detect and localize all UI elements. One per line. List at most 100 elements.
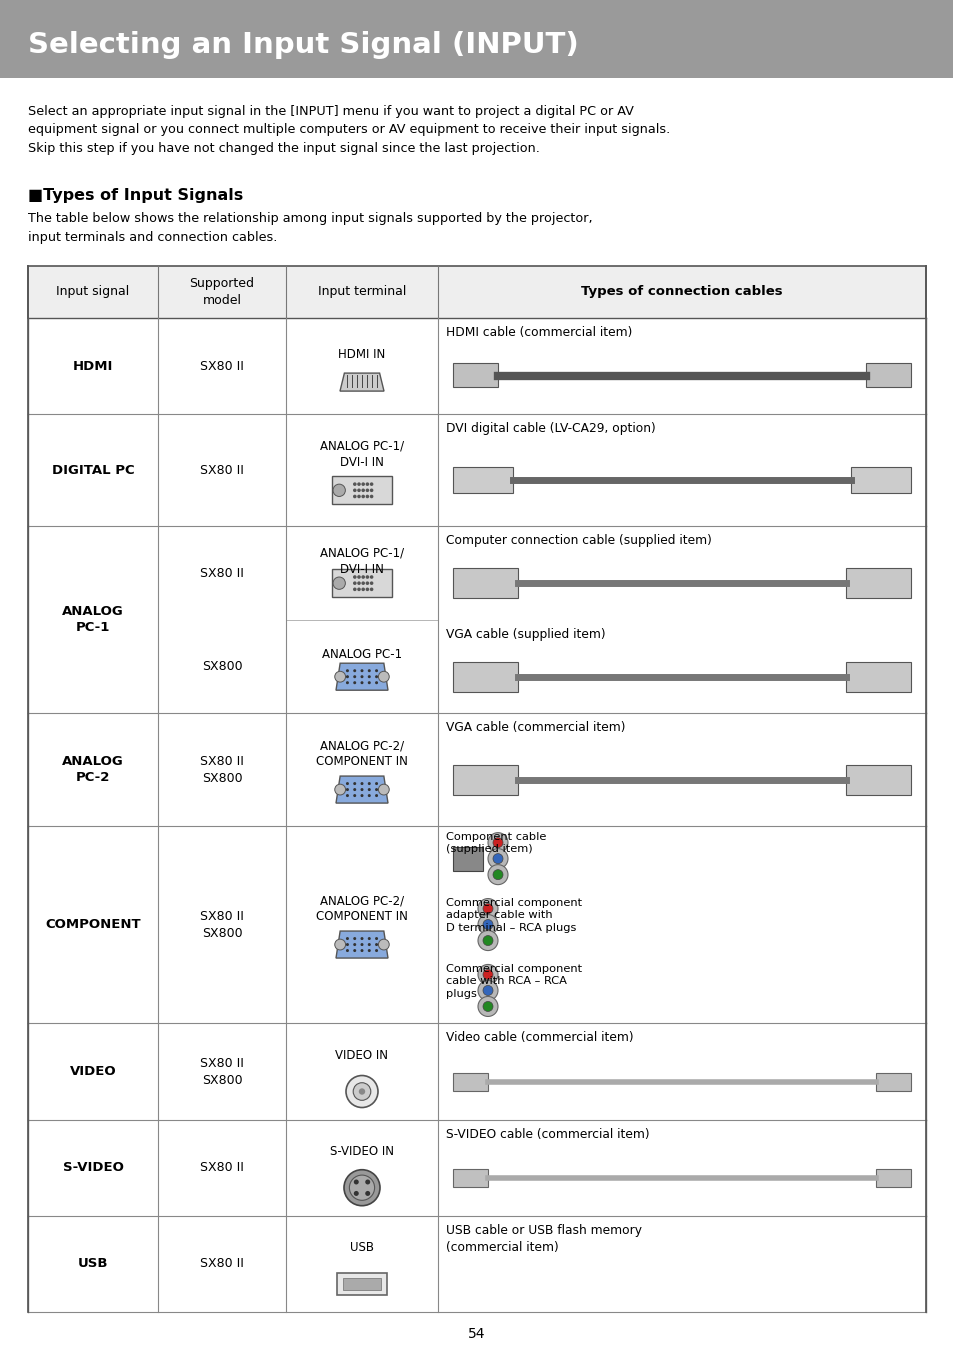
Circle shape [360, 937, 363, 940]
Bar [28, 526, 925, 714]
Circle shape [365, 495, 369, 499]
Circle shape [360, 949, 363, 952]
Circle shape [375, 675, 377, 679]
Text: SX80 II: SX80 II [200, 1161, 244, 1174]
Circle shape [333, 484, 345, 496]
Circle shape [368, 675, 371, 679]
Bar [850, 468, 910, 493]
Circle shape [482, 936, 493, 945]
Circle shape [346, 681, 349, 684]
Text: ANALOG PC-1: ANALOG PC-1 [321, 648, 401, 661]
Circle shape [356, 575, 360, 579]
Bar [343, 1278, 380, 1290]
Circle shape [353, 949, 355, 952]
Circle shape [368, 937, 371, 940]
Text: HDMI IN: HDMI IN [338, 347, 385, 361]
Circle shape [353, 681, 355, 684]
Text: DIGITAL PC: DIGITAL PC [51, 464, 134, 477]
Bar [453, 846, 482, 871]
Circle shape [335, 672, 345, 683]
Circle shape [477, 899, 497, 918]
Bar [453, 1168, 488, 1187]
Circle shape [365, 488, 369, 492]
Circle shape [365, 588, 369, 591]
Circle shape [375, 681, 377, 684]
Bar [453, 765, 517, 795]
Bar [875, 1072, 910, 1091]
Circle shape [361, 488, 365, 492]
Text: SX80 II: SX80 II [200, 1257, 244, 1271]
Text: Computer connection cable (supplied item): Computer connection cable (supplied item… [446, 534, 711, 548]
Circle shape [360, 669, 363, 672]
Circle shape [361, 581, 365, 585]
Circle shape [368, 794, 371, 798]
Circle shape [477, 996, 497, 1017]
Circle shape [368, 781, 371, 786]
Polygon shape [335, 932, 388, 959]
Circle shape [360, 788, 363, 791]
Text: Input terminal: Input terminal [317, 285, 406, 299]
Bar [28, 266, 925, 318]
Circle shape [353, 944, 355, 946]
Circle shape [361, 588, 365, 591]
Polygon shape [339, 373, 384, 391]
Circle shape [356, 588, 360, 591]
Bar [453, 468, 513, 493]
Circle shape [356, 483, 360, 485]
Circle shape [360, 781, 363, 786]
Circle shape [365, 575, 369, 579]
Text: SX80 II
SX800: SX80 II SX800 [200, 754, 244, 784]
Circle shape [375, 949, 377, 952]
Text: COMPONENT: COMPONENT [45, 918, 141, 932]
Text: Commercial component
adapter cable with
D terminal – RCA plugs: Commercial component adapter cable with … [446, 898, 581, 933]
Circle shape [378, 672, 389, 683]
Bar [453, 364, 497, 387]
Circle shape [368, 788, 371, 791]
Circle shape [353, 1083, 371, 1101]
Circle shape [346, 794, 349, 798]
Circle shape [370, 588, 373, 591]
Bar [0, 0, 953, 78]
Text: S-VIDEO cable (commercial item): S-VIDEO cable (commercial item) [446, 1128, 649, 1141]
Circle shape [356, 581, 360, 585]
Text: VIDEO: VIDEO [70, 1065, 116, 1078]
Bar [453, 568, 517, 598]
Circle shape [378, 940, 389, 950]
Circle shape [477, 964, 497, 984]
Text: ANALOG PC-1/
DVI-I IN: ANALOG PC-1/ DVI-I IN [319, 439, 404, 469]
Circle shape [375, 794, 377, 798]
Bar [845, 661, 910, 692]
Circle shape [360, 681, 363, 684]
Circle shape [353, 794, 355, 798]
Text: Selecting an Input Signal (INPUT): Selecting an Input Signal (INPUT) [28, 31, 578, 59]
Circle shape [361, 483, 365, 485]
Text: SX80 II: SX80 II [200, 566, 244, 580]
Circle shape [346, 944, 349, 946]
Bar [28, 1119, 925, 1215]
Text: VGA cable (supplied item): VGA cable (supplied item) [446, 627, 605, 641]
Text: USB cable or USB flash memory
(commercial item): USB cable or USB flash memory (commercia… [446, 1224, 641, 1253]
Circle shape [368, 949, 371, 952]
Text: ANALOG PC-2/
COMPONENT IN: ANALOG PC-2/ COMPONENT IN [315, 740, 408, 768]
Circle shape [375, 781, 377, 786]
Text: ANALOG PC-2/
COMPONENT IN: ANALOG PC-2/ COMPONENT IN [315, 894, 408, 923]
Circle shape [482, 919, 493, 930]
Circle shape [346, 937, 349, 940]
Text: VGA cable (commercial item): VGA cable (commercial item) [446, 722, 625, 734]
Text: Video cable (commercial item): Video cable (commercial item) [446, 1032, 633, 1044]
Circle shape [353, 483, 356, 485]
Circle shape [346, 669, 349, 672]
Circle shape [482, 986, 493, 995]
Circle shape [375, 944, 377, 946]
Circle shape [368, 681, 371, 684]
Circle shape [354, 1191, 358, 1197]
Text: Supported
model: Supported model [190, 277, 254, 307]
Circle shape [335, 940, 345, 950]
Circle shape [482, 1002, 493, 1011]
Circle shape [370, 483, 373, 485]
Circle shape [368, 944, 371, 946]
Circle shape [346, 1076, 377, 1107]
Text: SX80 II: SX80 II [200, 360, 244, 373]
Text: DVI digital cable (LV-CA29, option): DVI digital cable (LV-CA29, option) [446, 422, 655, 435]
Circle shape [375, 788, 377, 791]
